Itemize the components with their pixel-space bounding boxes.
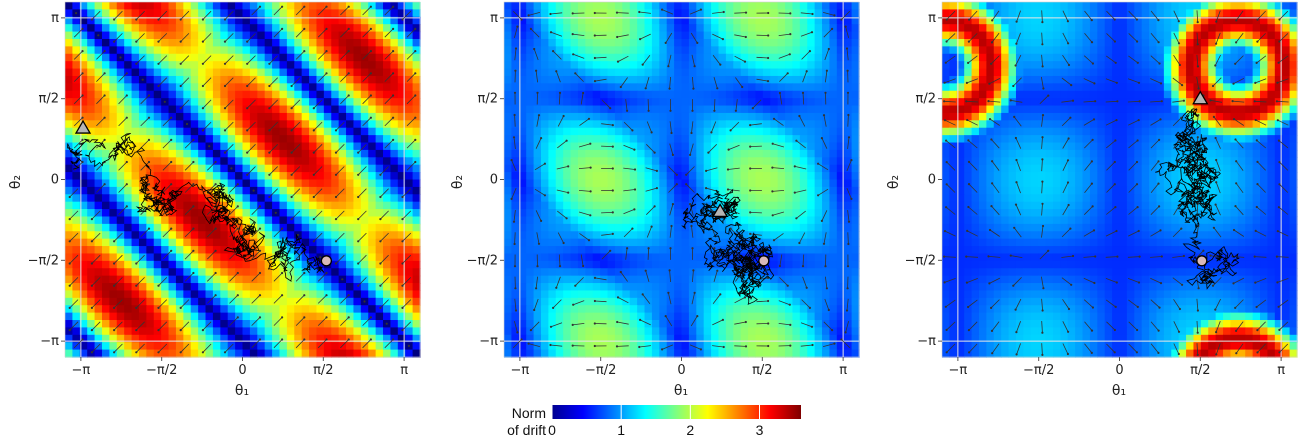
legend-color-bar <box>552 405 801 419</box>
panel-2-x-axis-label: θ₁ <box>674 383 688 399</box>
legend-title-line-2: of drift <box>507 422 546 438</box>
panel-3-x-tick-label: −π <box>949 363 968 378</box>
panel-2-end-circle-marker <box>758 255 770 267</box>
panel-2-y-tick-label: π/2 <box>478 92 498 107</box>
panel-3-trajectory <box>1155 108 1240 290</box>
panel-1-x-tick-label: −π/2 <box>146 363 177 378</box>
panel-3-x-tick-label: π <box>1277 363 1285 378</box>
panel-1-y-tick-label: π/2 <box>39 92 59 107</box>
panel-1-grid <box>65 2 420 357</box>
panel-2-x-tick-label: 0 <box>677 363 685 378</box>
panel-3-y-axis-label: θ₂ <box>886 175 902 189</box>
legend-title-line-1: Norm <box>512 405 546 421</box>
panel-2-y-axis-label: θ₂ <box>450 175 466 189</box>
panel-2-x-tick-label: π/2 <box>752 363 772 378</box>
panel-3-x-axis-label: θ₁ <box>1112 383 1126 399</box>
panel-1-y-tick-label: 0 <box>51 173 59 188</box>
panel-1-x-tick-label: π/2 <box>313 363 333 378</box>
panel-2-x-tick-label: π <box>839 363 847 378</box>
panel-1-x-tick-label: −π <box>72 363 91 378</box>
panel-2-y-tick-label: −π <box>479 334 498 349</box>
panel-3-heatmap <box>942 2 1298 358</box>
panel-2-x-tick-label: −π/2 <box>585 363 616 378</box>
panel-1-y-tick-label: −π/2 <box>28 253 59 268</box>
panel-3: −π −π/2 0 π/2 π −π −π/2 0 π/2 π <box>905 1 1298 378</box>
panel-1-y-tick-label: π <box>51 11 59 26</box>
panel-3-y-tick-label: π <box>928 11 936 26</box>
panel-3-start-triangle-marker <box>1192 90 1209 105</box>
panel-3-y-tick-label: π/2 <box>916 92 936 107</box>
panel-1-heatmap <box>65 2 421 358</box>
panel-2-x-tick-label: −π <box>511 363 530 378</box>
panel-3-x-tick-label: −π/2 <box>1023 363 1054 378</box>
panel-2-y-tick-label: 0 <box>490 173 498 188</box>
panel-3-x-tick-label: 0 <box>1115 363 1123 378</box>
panel-2: −π −π/2 0 π/2 π −π −π/2 0 π/2 π <box>467 1 860 378</box>
panel-2-grid <box>504 2 859 357</box>
panel-1-y-tick-label: −π <box>40 334 59 349</box>
panel-2-y-tick-label: −π/2 <box>467 253 498 268</box>
legend-tick-label: 0 <box>548 422 556 438</box>
panel-1-end-circle-marker <box>320 255 333 267</box>
panel-1-x-axis-label: θ₁ <box>235 383 249 399</box>
colorbar-legend: Norm of drift 0 1 2 3 <box>507 405 801 438</box>
panel-1-drift-arrows <box>68 5 417 354</box>
panel-1-y-axis-label: θ₂ <box>8 175 24 189</box>
panel-2-trajectory <box>681 188 775 305</box>
panel-3-end-circle-marker <box>1196 255 1208 267</box>
panel-1: −π −π/2 0 π/2 π −π −π/2 0 π/2 π <box>28 1 421 378</box>
panel-2-y-tick-label: π <box>490 11 498 26</box>
panel-3-y-tick-label: −π/2 <box>905 253 936 268</box>
panel-1-x-tick-label: 0 <box>238 363 246 378</box>
panel-3-x-tick-label: π/2 <box>1190 363 1210 378</box>
panel-1-start-triangle-marker <box>74 119 92 134</box>
panel-1-x-tick-label: π <box>400 363 408 378</box>
legend-tick-label: 1 <box>617 422 625 438</box>
panel-3-y-tick-label: 0 <box>928 173 936 188</box>
legend-tick-label: 2 <box>686 422 694 438</box>
panel-2-drift-arrows <box>510 8 853 351</box>
panel-3-y-tick-label: −π <box>917 334 936 349</box>
legend-tick-label: 3 <box>756 422 764 438</box>
panel-3-grid <box>942 2 1297 357</box>
panel-1-trajectory <box>67 133 327 283</box>
panel-2-start-triangle-marker <box>711 203 729 218</box>
